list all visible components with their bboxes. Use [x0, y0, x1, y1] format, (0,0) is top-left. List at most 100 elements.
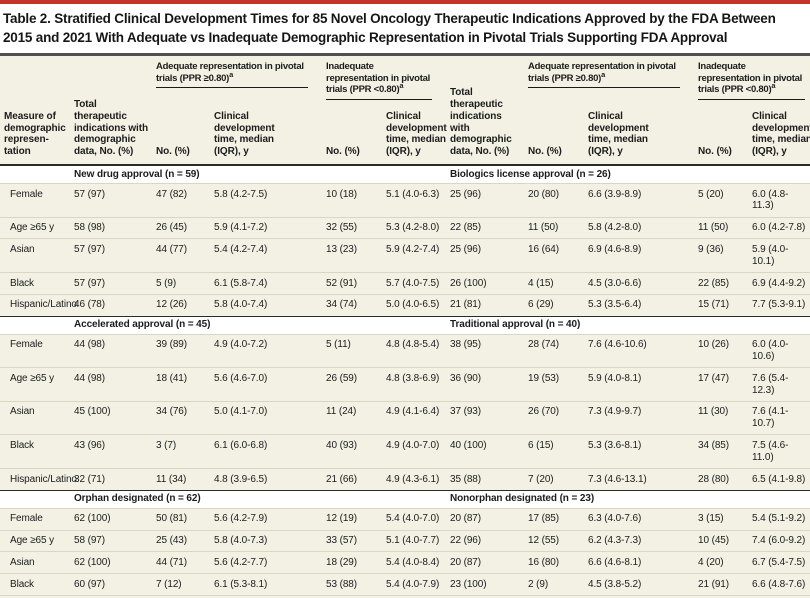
data-cell: 20 (87)	[446, 507, 524, 531]
data-cell: 6.0 (4.8-11.3)	[748, 183, 810, 218]
row-label-cell: Female	[0, 507, 70, 531]
data-cell: 21 (91)	[694, 573, 748, 596]
data-cell: 11 (30)	[694, 400, 748, 435]
data-cell: 20 (80)	[524, 183, 584, 218]
data-cell: 53 (88)	[322, 573, 382, 596]
data-cell: 6.6 (4.6-8.1)	[584, 551, 694, 574]
data-cell: 47 (82)	[152, 183, 210, 218]
data-cell: 44 (98)	[70, 333, 152, 368]
data-cell: 7.3 (4.9-9.7)	[584, 400, 694, 435]
data-cell: 23 (100)	[446, 573, 524, 596]
data-cell: 26 (45)	[152, 216, 210, 239]
subheader-cdt-adequate-right: Clinical development time, median (IQR),…	[584, 104, 694, 166]
group-header-inadequate-left: Inadequate representation in pivotal tri…	[322, 56, 446, 105]
data-cell: 4.9 (4.3-6.1)	[382, 468, 446, 491]
table-row: Hispanic/Latino 32 (71) 11 (34) 4.8 (3.9-6.…	[0, 468, 810, 491]
table-body: New drug approval (n = 59) Biologics lice…	[0, 164, 810, 598]
section-title-right: Biologics license approval (n = 26)	[446, 164, 810, 184]
data-cell: 34 (74)	[322, 293, 382, 317]
section-title-left: Orphan designated (n = 62)	[70, 489, 446, 509]
data-cell: 6.1 (5.3-8.1)	[210, 573, 322, 596]
data-cell: 7 (12)	[152, 573, 210, 596]
data-cell: 4.9 (4.0-7.2)	[210, 333, 322, 368]
data-cell: 17 (47)	[694, 367, 748, 402]
group-header-adequate-left-label: Adequate representation in pivotal trial…	[156, 61, 308, 89]
data-cell: 50 (81)	[70, 594, 152, 598]
data-cell: 22 (96)	[446, 529, 524, 552]
data-cell: 6.6 (3.9-8.9)	[584, 183, 694, 218]
data-cell: 57 (97)	[70, 183, 152, 218]
group-header-inadequate-right-label: Inadequate representation in pivotal tri…	[698, 61, 805, 101]
stratified-development-times-table: Measure of demographic represen-tation T…	[0, 56, 810, 598]
data-cell: 12 (26)	[152, 293, 210, 317]
data-cell: 6.9 (4.4-9.2)	[748, 272, 810, 295]
data-cell: 5.4 (4.0-8.4)	[382, 551, 446, 574]
data-cell: 5.1 (4.0-7.7)	[382, 529, 446, 552]
group-header-adequate-right-label: Adequate representation in pivotal trial…	[528, 61, 680, 89]
row-label-cell: Hispanic/Latino	[0, 293, 77, 317]
row-label-cell: Hispanic/Latino	[0, 468, 77, 491]
row-label-cell: Asian	[0, 400, 70, 435]
footnote-marker: a	[229, 69, 233, 79]
data-cell: 40 (100)	[446, 434, 524, 469]
group-text: Adequate representation in pivotal trial…	[156, 61, 304, 84]
data-cell: 4.8 (3.8-6.9)	[382, 367, 446, 402]
row-label-cell: Black	[0, 434, 70, 469]
data-cell: 22 (85)	[694, 272, 748, 295]
data-cell: 2 (9)	[524, 573, 584, 596]
table-row: Black 57 (97) 5 (9) 6.1 (5.8-7.4) 52 (91) 5.7…	[0, 272, 810, 295]
data-cell: 6 (29)	[524, 293, 584, 317]
data-cell: 7.5 (4.6-11.0)	[748, 434, 810, 469]
data-cell: 10 (45)	[694, 529, 748, 552]
data-cell: 5.6 (4.6-7.0)	[210, 367, 322, 402]
data-cell: 3 (15)	[694, 507, 748, 531]
data-cell: 52 (91)	[322, 272, 382, 295]
data-cell: 7.7 (5.3-9.1)	[748, 293, 810, 317]
group-text: Inadequate representation in pivotal tri…	[698, 61, 803, 96]
data-cell: 14 (28)	[152, 594, 210, 598]
data-cell: 34 (85)	[694, 434, 748, 469]
section-title-left: New drug approval (n = 59)	[70, 164, 446, 184]
data-cell: 19 (53)	[524, 367, 584, 402]
data-cell: 58 (98)	[70, 216, 152, 239]
data-cell: 5.0 (4.1-7.0)	[210, 400, 322, 435]
data-cell: 25 (96)	[446, 183, 524, 218]
data-cell: 5.3 (4.2-8.0)	[382, 216, 446, 239]
data-cell: 11 (50)	[524, 216, 584, 239]
data-cell: 32 (71)	[70, 468, 152, 491]
data-cell: 12 (55)	[524, 529, 584, 552]
section-spacer	[0, 489, 70, 509]
data-cell: 5.3 (3.5-6.4)	[584, 293, 694, 317]
data-cell: 5.4 (5.1-9.2)	[748, 507, 810, 531]
data-cell: 40 (93)	[322, 434, 382, 469]
table-row: Female 57 (97) 47 (82) 5.8 (4.2-7.5) 10 (18)…	[0, 183, 810, 218]
data-cell: 5.8 (4.2-7.5)	[210, 183, 322, 218]
data-cell: 5.4 (4.2-7.4)	[210, 238, 322, 273]
data-cell: 50 (81)	[152, 507, 210, 531]
data-cell: 4.8 (4.8-5.4)	[382, 333, 446, 368]
table-title: Table 2. Stratified Clinical Development…	[3, 11, 776, 46]
data-cell: 12 (19)	[322, 507, 382, 531]
subheader-cdt-text: Clinical development time, median (IQR),…	[386, 110, 447, 158]
data-cell: 4.8 (3.9-6.5)	[210, 468, 322, 491]
data-cell: 62 (100)	[70, 551, 152, 574]
data-cell: 5.9 (4.0-10.1)	[748, 238, 810, 273]
data-cell: 11 (24)	[322, 400, 382, 435]
subheader-no-pct-inadequate-left: No. (%)	[322, 104, 382, 166]
data-cell: 7.4 (6.0-9.2)	[748, 529, 810, 552]
subheader-cdt-text: Clinical development time, median (IQR),…	[588, 110, 649, 158]
data-cell: 7.6 (4.1-10.7)	[748, 400, 810, 435]
data-cell: 5.6 (4.2-7.7)	[210, 551, 322, 574]
data-cell: 3 (7)	[152, 434, 210, 469]
data-cell: 5.0 (4.0-6.5)	[382, 293, 446, 317]
data-cell: 5.0 (3.9-6.9)	[210, 594, 322, 598]
table-row: Asian 45 (100) 34 (76) 5.0 (4.1-7.0) 11 (24)…	[0, 400, 810, 435]
data-cell: 16 (64)	[524, 238, 584, 273]
data-cell: 10 (18)	[322, 183, 382, 218]
data-cell: 7 (20)	[524, 468, 584, 491]
top-accent-bar	[0, 0, 810, 4]
data-cell: 28 (74)	[524, 333, 584, 368]
data-cell: 7.3 (4.6-13.1)	[584, 468, 694, 491]
footnote-marker: a	[771, 81, 776, 91]
data-cell: 5.4 (4.0-7.9)	[382, 573, 446, 596]
